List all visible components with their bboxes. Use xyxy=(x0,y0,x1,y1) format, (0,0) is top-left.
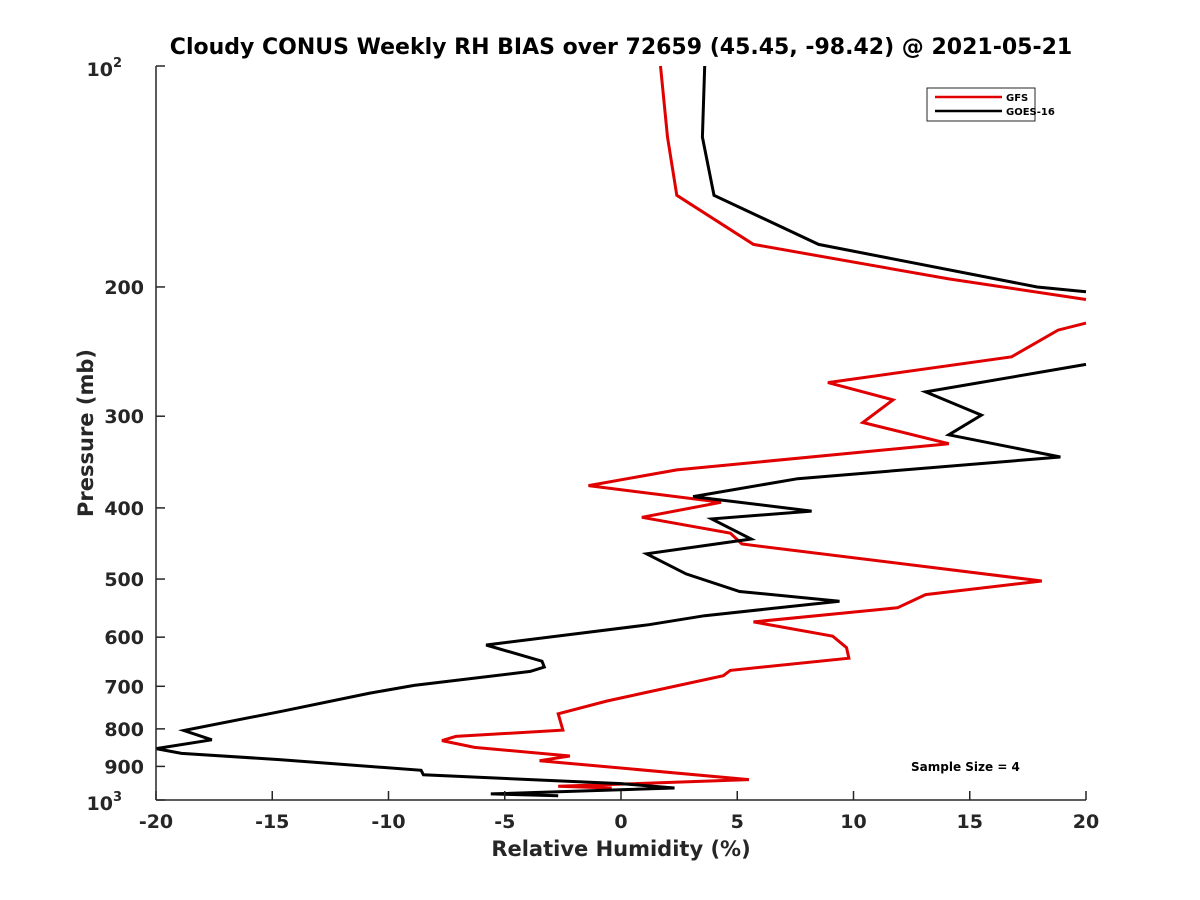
y-tick-label: 600 xyxy=(104,627,144,649)
y-tick-label: 400 xyxy=(104,498,144,520)
x-tick-label: -20 xyxy=(139,811,173,833)
x-tick-label: 5 xyxy=(731,811,744,833)
legend-box xyxy=(926,87,1036,122)
x-axis-ticks: -20 -15 -10 -5 0 5 10 15 20 xyxy=(139,791,1099,833)
chart-title: Cloudy CONUS Weekly RH BIAS over 72659 (… xyxy=(170,35,1072,60)
y-tick-label: 800 xyxy=(104,719,144,741)
y-axis-ticks: 102 200 300 400 500 600 700 800 900 103 xyxy=(87,56,165,815)
series-line-goes-16-part-2 xyxy=(155,362,1087,798)
y-tick-label: 200 xyxy=(104,277,144,299)
x-tick-label: 0 xyxy=(614,811,627,833)
plot-area xyxy=(155,65,1087,801)
y-tick-label: 700 xyxy=(104,676,144,698)
y-tick-label: 102 xyxy=(87,56,123,81)
y-tick-label: 500 xyxy=(104,569,144,591)
series-line-gfs-part-1 xyxy=(659,65,1087,301)
y-tick-label: 900 xyxy=(104,756,144,778)
x-tick-label: -15 xyxy=(255,811,289,833)
x-tick-label: 20 xyxy=(1073,811,1099,833)
legend: GFS GOES-16 xyxy=(926,87,1055,122)
series-layer xyxy=(155,65,1087,798)
sample-size-annotation: Sample Size = 4 xyxy=(911,760,1020,774)
legend-label-gfs: GFS xyxy=(1006,93,1028,104)
legend-label-goes: GOES-16 xyxy=(1006,107,1055,118)
y-axis-label: Pressure (mb) xyxy=(74,349,98,517)
x-axis-label: Relative Humidity (%) xyxy=(491,837,750,861)
x-tick-label: -10 xyxy=(371,811,405,833)
series-line-gfs-part-2 xyxy=(441,321,1087,790)
y-tick-label: 103 xyxy=(87,790,123,815)
x-tick-label: 10 xyxy=(840,811,866,833)
series-line-goes-16-part-1 xyxy=(700,65,1087,294)
x-tick-label: -5 xyxy=(494,811,515,833)
x-tick-label: 15 xyxy=(957,811,983,833)
y-tick-label: 300 xyxy=(104,406,144,428)
